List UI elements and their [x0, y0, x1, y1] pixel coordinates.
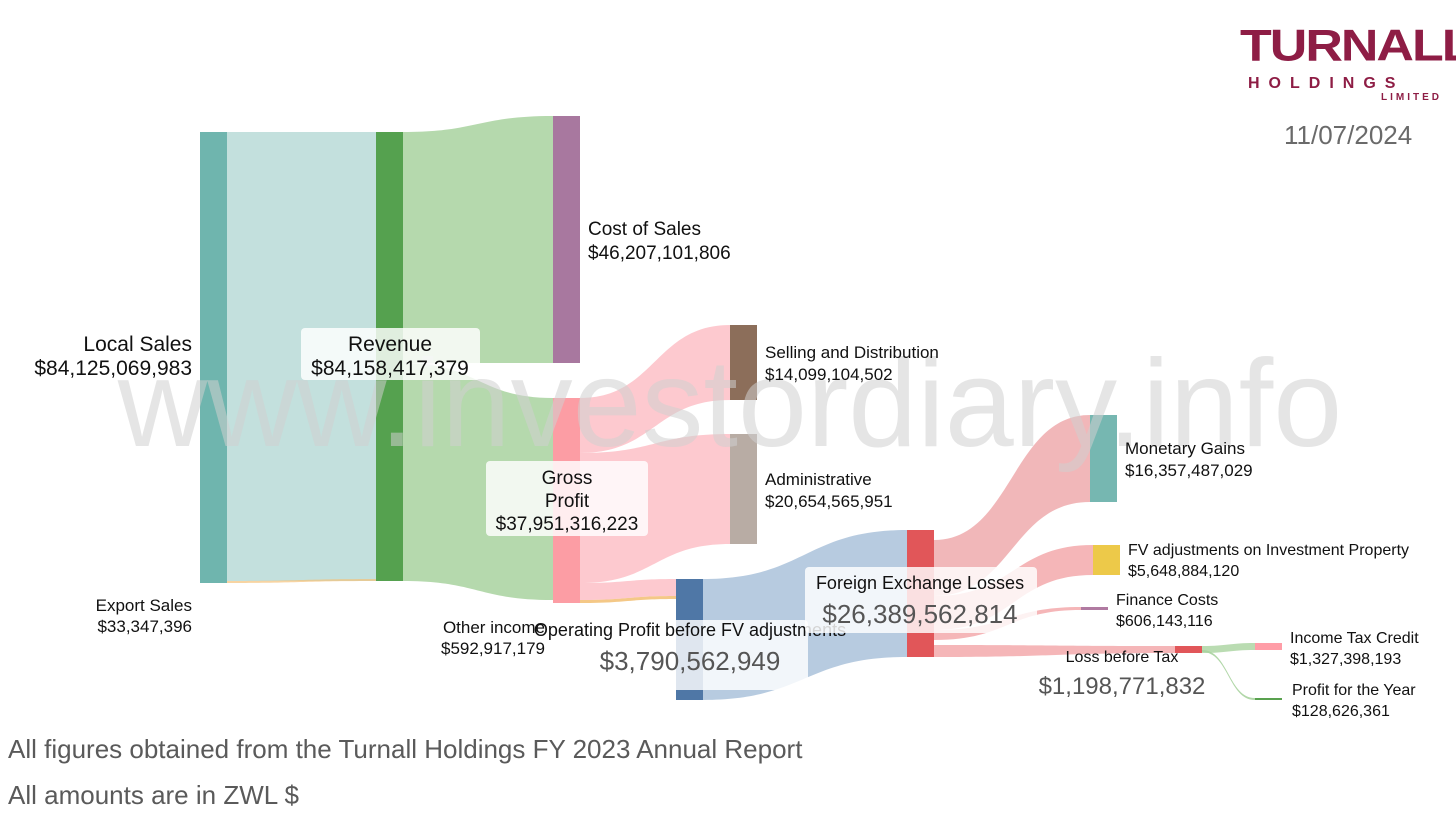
label-selling-name: Selling and Distribution [765, 343, 939, 362]
node-export_sales [200, 581, 227, 583]
link-income_tax-to-loss_before_tax [1202, 643, 1255, 653]
link-monetary-to-fx_losses [934, 415, 1090, 596]
label-operating-value: $3,790,562,949 [600, 646, 781, 676]
node-selling [730, 325, 757, 400]
label-administrative-name: Administrative [765, 470, 872, 489]
logo-text: TURNALL [1240, 21, 1456, 71]
label-profit-name: Profit for the Year [1292, 682, 1416, 699]
label-loss_before_tax-value: $1,198,771,832 [1039, 673, 1206, 700]
node-cost_of_sales [553, 116, 580, 363]
label-cost_of_sales-value: $46,207,101,806 [588, 243, 731, 264]
node-loss_before_tax [1175, 646, 1202, 653]
label-fv_adj-value: $5,648,884,120 [1128, 563, 1239, 580]
footer-currency-note: All amounts are in ZWL $ [8, 780, 299, 810]
label-loss_before_tax-name: Loss before Tax [1066, 649, 1179, 666]
label-income_tax-value: $1,327,398,193 [1290, 651, 1401, 668]
logo-limited: LIMITED [1381, 92, 1442, 103]
label-revenue-value: $84,158,417,379 [311, 357, 469, 380]
node-fv_adj [1093, 545, 1120, 575]
link-export_sales-to-revenue [227, 579, 376, 583]
label-selling-value: $14,099,104,502 [765, 365, 893, 384]
label-gross_profit-value: $37,951,316,223 [496, 514, 639, 535]
turnall-logo: TURNALL HOLDINGS LIMITED [1240, 24, 1456, 108]
node-monetary [1090, 415, 1117, 502]
label-other_income-value: $592,917,179 [441, 639, 545, 658]
label-gross_profit-name2: Profit [545, 491, 590, 512]
label-local_sales-name: Local Sales [83, 333, 192, 356]
label-export_sales-name: Export Sales [96, 596, 192, 615]
link-revenue-to-cost_of_sales [403, 116, 553, 363]
link-revenue-to-gross_profit [403, 363, 553, 600]
sankey-labels: Local Sales$84,125,069,983 Export Sales $3… [34, 219, 1419, 720]
node-income_tax [1255, 643, 1282, 650]
label-monetary-name: Monetary Gains [1125, 439, 1245, 458]
label-fv_adj-name: FV adjustments on Investment Property [1128, 542, 1409, 559]
node-finance [1081, 607, 1108, 610]
label-other_income-name: Other income [443, 618, 545, 637]
node-administrative [730, 434, 757, 544]
label-fx_losses-name: Foreign Exchange Losses [816, 573, 1024, 593]
node-other_income [553, 600, 580, 603]
link-fx_losses-to-loss_before_tax [934, 645, 1175, 657]
link-gross_profit-to-operating [580, 579, 676, 600]
label-finance-value: $606,143,116 [1116, 613, 1213, 630]
label-box-fx_losses [805, 567, 1037, 633]
label-revenue-name: Revenue [348, 333, 432, 356]
report-date: 11/07/2024 [1284, 120, 1413, 150]
node-profit [1255, 698, 1282, 700]
label-fx_losses-value: $26,389,562,814 [822, 599, 1017, 629]
label-export_sales-value: $33,347,396 [97, 617, 192, 636]
label-box-gross_profit [486, 461, 648, 536]
label-cost_of_sales-name: Cost of Sales [588, 219, 701, 240]
label-income_tax-name: Income Tax Credit [1290, 630, 1419, 647]
label-operating-name: Operating Profit before FV adjustments [534, 620, 846, 640]
label-box-operating [610, 620, 808, 690]
node-local_sales [200, 132, 227, 581]
label-profit-value: $128,626,361 [1292, 703, 1390, 720]
label-local_sales-value: $84,125,069,983 [34, 357, 192, 380]
label-administrative-value: $20,654,565,951 [765, 492, 893, 511]
label-box-revenue [301, 328, 480, 380]
link-other_income-to-operating [580, 596, 676, 603]
link-gross_profit-to-selling [580, 325, 730, 453]
link-loss_before_tax-to-profit [1202, 650, 1255, 700]
label-finance-name: Finance Costs [1116, 592, 1218, 609]
label-gross_profit-name: Gross [542, 468, 593, 489]
logo-subtext: HOLDINGS [1248, 75, 1405, 92]
footer-source-note: All figures obtained from the Turnall Ho… [8, 734, 803, 764]
label-monetary-value: $16,357,487,029 [1125, 461, 1253, 480]
